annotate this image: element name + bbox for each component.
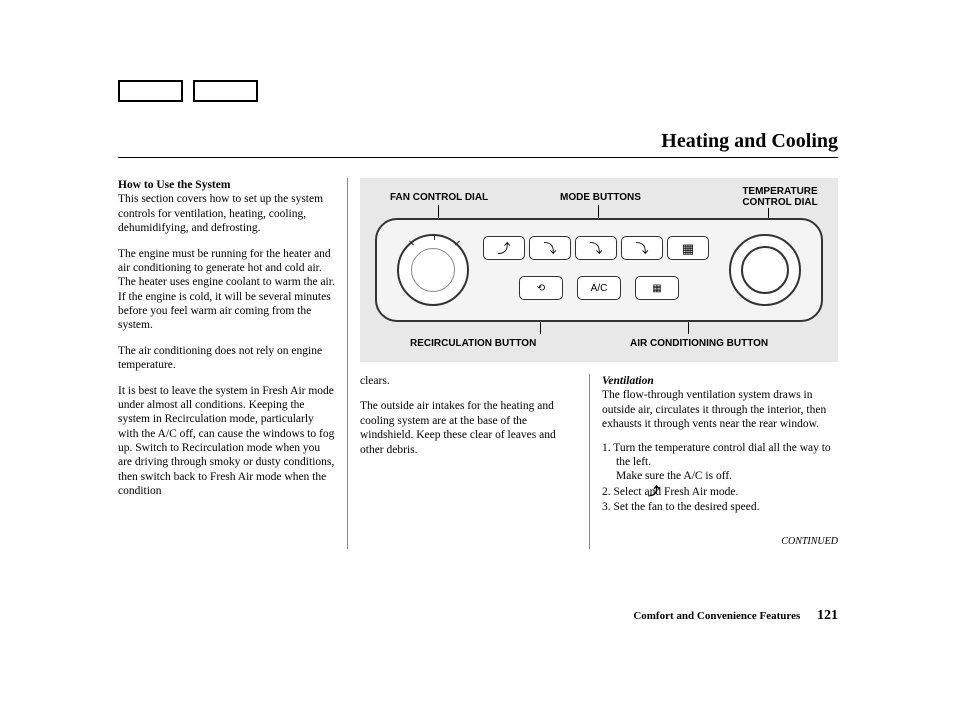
step-1: 1. Turn the temperature control dial all… xyxy=(602,441,838,484)
climate-control-diagram: FAN CONTROL DIAL MODE BUTTONS TEMPERATUR… xyxy=(360,178,838,362)
body-text: It is best to leave the system in Fresh … xyxy=(118,384,335,499)
column-2: clears. The outside air intakes for the … xyxy=(360,374,590,549)
ac-button-label: AIR CONDITIONING BUTTON xyxy=(630,338,768,349)
fan-control-dial xyxy=(397,234,469,306)
mode-button-row: ⤴ ⤵ ⤵ ⤵ ▦ xyxy=(483,236,709,260)
column-1: How to Use the System This section cover… xyxy=(118,178,348,549)
step-2: 2. Select and Fresh Air mode.⤴ xyxy=(602,485,838,499)
climate-panel: ⤴ ⤵ ⤵ ⤵ ▦ ⟲ A/C ▦ xyxy=(375,218,823,322)
body-text: clears. xyxy=(360,374,577,388)
steps-list: 1. Turn the temperature control dial all… xyxy=(602,441,838,515)
lower-button-row: ⟲ A/C ▦ xyxy=(519,276,679,300)
ac-button: A/C xyxy=(577,276,621,300)
page-footer: Comfort and Convenience Features 121 xyxy=(118,608,838,624)
body-text: The engine must be running for the heate… xyxy=(118,247,335,333)
nav-boxes xyxy=(118,80,838,102)
body-text: The air conditioning does not rely on en… xyxy=(118,344,335,373)
mode-buttons-label: MODE BUTTONS xyxy=(560,192,641,203)
vent-bilevel-icon: ⤵ xyxy=(543,242,556,255)
mode-button-1: ⤴ xyxy=(483,236,525,260)
rear-defrost-button: ▦ xyxy=(635,276,679,300)
nav-box-1[interactable] xyxy=(118,80,183,102)
defrost-icon: ▦ xyxy=(682,242,694,255)
temp-control-dial xyxy=(729,234,801,306)
temp-dial-label: TEMPERATURE CONTROL DIAL xyxy=(730,186,830,208)
body-text: This section covers how to set up the sy… xyxy=(118,193,323,234)
page-title: Heating and Cooling xyxy=(118,130,838,158)
recirc-button: ⟲ xyxy=(519,276,563,300)
ventilation-subhead: Ventilation xyxy=(602,375,654,387)
recirc-icon: ⟲ xyxy=(537,283,545,294)
step-3: 3. Set the fan to the desired speed. xyxy=(602,500,838,514)
fan-dial-label: FAN CONTROL DIAL xyxy=(390,192,488,203)
column-3: Ventilation The flow-through ventilation… xyxy=(590,374,838,549)
nav-box-2[interactable] xyxy=(193,80,258,102)
continued-label: CONTINUED xyxy=(602,536,838,549)
mode-button-3: ⤵ xyxy=(575,236,617,260)
footer-section: Comfort and Convenience Features xyxy=(633,610,800,622)
body-text: The flow-through ventilation system draw… xyxy=(602,389,826,430)
recirc-button-label: RECIRCULATION BUTTON xyxy=(410,338,536,349)
vent-floor-icon: ⤵ xyxy=(589,242,602,255)
vent-floordef-icon: ⤵ xyxy=(635,242,648,255)
section-heading: How to Use the System xyxy=(118,179,230,191)
page-number: 121 xyxy=(817,608,838,623)
rear-defrost-icon: ▦ xyxy=(652,283,661,294)
mode-button-5: ▦ xyxy=(667,236,709,260)
body-text: The outside air intakes for the heating … xyxy=(360,399,577,457)
mode-button-4: ⤵ xyxy=(621,236,663,260)
vent-face-icon: ⤴ xyxy=(497,242,510,255)
mode-button-2: ⤵ xyxy=(529,236,571,260)
